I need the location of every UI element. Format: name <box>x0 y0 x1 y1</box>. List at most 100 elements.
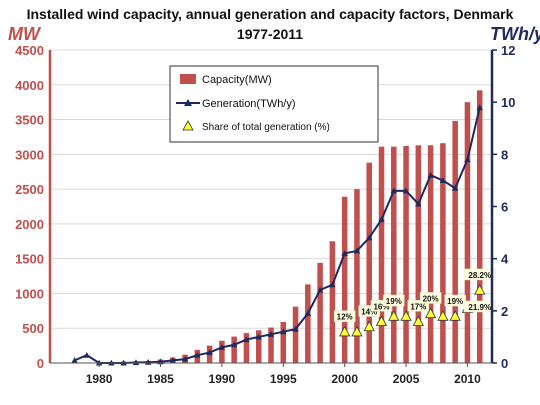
chart-subtitle: 1977-2011 <box>236 26 304 42</box>
right-tick-label: 8 <box>501 147 508 162</box>
generation-point <box>366 234 373 241</box>
x-tick-label: 2000 <box>331 372 358 386</box>
generation-point <box>415 200 422 207</box>
generation-point <box>402 187 410 194</box>
capacity-bar <box>427 145 434 363</box>
capacity-bar <box>341 196 348 363</box>
share-label: 20% <box>423 294 439 303</box>
legend-generation-label: Generation(TWh/y) <box>202 98 296 110</box>
capacity-bar <box>476 90 483 363</box>
share-point <box>474 284 486 295</box>
generation-point <box>132 359 140 366</box>
share-label: 19% <box>447 297 463 306</box>
generation-point <box>292 325 299 332</box>
left-tick-label: 0 <box>37 356 44 371</box>
generation-point <box>71 357 78 363</box>
share-point <box>351 325 363 337</box>
share-label: 17% <box>410 302 426 311</box>
left-tick-label: 1000 <box>15 286 44 301</box>
legend-share-label: Share of total generation (%) <box>202 122 330 133</box>
share-label-box <box>463 300 496 313</box>
capacity-bar <box>391 146 397 363</box>
left-tick-label: 2500 <box>15 182 44 197</box>
legend-share-marker <box>182 120 194 131</box>
capacity-bars <box>71 90 483 364</box>
share-label: 14% <box>361 307 377 316</box>
capacity-bar <box>378 146 385 363</box>
share-point <box>388 310 400 321</box>
share-label: 16% <box>373 302 389 311</box>
share-point <box>449 310 461 321</box>
left-tick-label: 2000 <box>15 217 44 232</box>
capacity-bar <box>354 189 360 363</box>
generation-point <box>451 185 459 191</box>
capacity-bar <box>464 102 471 364</box>
capacity-bar <box>403 145 409 363</box>
share-label-box <box>333 310 356 322</box>
generation-point <box>341 250 348 257</box>
capacity-bar <box>440 143 446 363</box>
generation-point <box>83 351 91 358</box>
capacity-bar <box>366 162 372 363</box>
share-point <box>437 310 449 321</box>
generation-point <box>169 357 176 363</box>
generation-line <box>74 107 481 364</box>
capacity-bar <box>415 145 422 363</box>
legend-capacity-swatch <box>180 74 196 84</box>
share-label-box <box>444 294 466 307</box>
share-label-box <box>419 292 442 304</box>
right-tick-label: 6 <box>501 200 508 215</box>
left-tick-label: 1500 <box>15 252 44 267</box>
chart-title: Installed wind capacity, annual generati… <box>26 6 514 22</box>
share-point <box>338 325 351 337</box>
share-point <box>375 315 388 326</box>
capacity-bar <box>280 321 287 363</box>
share-label-box <box>463 268 496 281</box>
share-point <box>412 315 425 326</box>
left-tick-label: 4000 <box>15 78 44 93</box>
share-point <box>363 320 375 332</box>
legend-capacity-label: Capacity(MW) <box>202 74 272 86</box>
x-tick-label: 2005 <box>393 372 420 386</box>
generation-series <box>71 104 483 366</box>
share-label: 28.2% <box>468 271 491 280</box>
generation-point <box>390 187 397 194</box>
left-tick-label: 3000 <box>15 147 44 162</box>
x-tick-label: 1985 <box>147 372 174 386</box>
share-series: 12%14%16%19%17%20% 19%28.2%21.9% <box>333 268 496 337</box>
share-label: 21.9% <box>468 303 491 312</box>
generation-point <box>181 355 189 362</box>
generation-point <box>378 216 385 223</box>
left-tick-label: 4500 <box>15 43 44 58</box>
generation-point <box>353 247 361 254</box>
share-label: 12% <box>337 313 353 322</box>
x-tick-label: 1995 <box>270 372 297 386</box>
share-point <box>424 307 437 319</box>
share-label-box <box>383 294 405 307</box>
share-point <box>400 310 412 321</box>
left-tick-label: 500 <box>22 321 44 336</box>
generation-point <box>255 333 262 340</box>
generation-point <box>316 286 324 293</box>
capacity-bar <box>231 336 237 363</box>
right-tick-label: 12 <box>501 43 515 58</box>
right-axis-unit: TWh/y <box>490 24 540 44</box>
x-tick-label: 1990 <box>209 372 236 386</box>
generation-point <box>476 104 483 110</box>
legend: Capacity(MW) Generation(TWh/y) Share of to… <box>169 65 379 143</box>
legend-generation-marker <box>184 99 192 106</box>
generation-point <box>439 177 447 183</box>
generation-point <box>230 341 238 348</box>
generation-point <box>427 172 434 178</box>
generation-point <box>280 328 287 335</box>
generation-point <box>218 344 226 350</box>
capacity-bar <box>452 120 458 364</box>
x-tick-label: 2010 <box>454 372 481 386</box>
share-label: 19% <box>386 297 402 306</box>
capacity-bar <box>329 241 336 363</box>
right-tick-label: 10 <box>501 95 515 110</box>
right-tick-label: 4 <box>501 252 509 267</box>
capacity-bar <box>268 327 274 363</box>
